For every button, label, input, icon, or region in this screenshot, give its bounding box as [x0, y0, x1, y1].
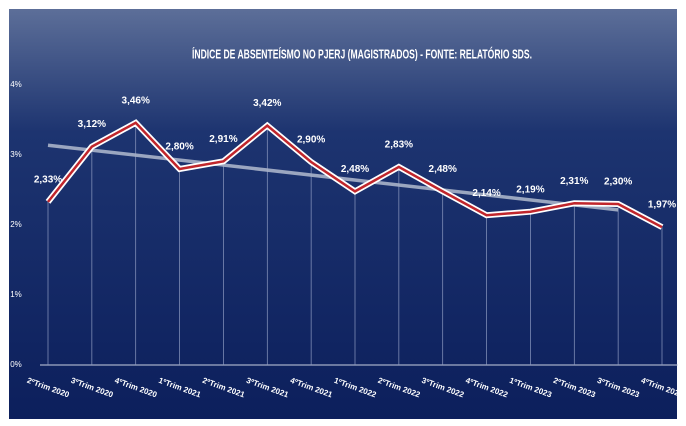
- data-label: 2,90%: [297, 135, 325, 146]
- data-label: 2,83%: [385, 140, 413, 151]
- y-tick-label: 2%: [10, 220, 22, 229]
- y-tick-label: 1%: [10, 290, 22, 299]
- data-label: 2,14%: [472, 188, 500, 199]
- data-label: 2,30%: [604, 177, 632, 188]
- data-label: 2,31%: [560, 176, 588, 187]
- chart-background: [7, 7, 679, 421]
- data-label: 1,97%: [648, 200, 676, 211]
- data-label: 3,42%: [253, 98, 281, 109]
- data-label: 3,12%: [78, 119, 106, 130]
- y-tick-label: 0%: [10, 360, 22, 369]
- data-label: 2,48%: [341, 164, 369, 175]
- data-label: 2,91%: [209, 134, 237, 145]
- data-label: 2,33%: [34, 175, 62, 186]
- y-tick-label: 4%: [10, 80, 22, 89]
- series-line: [47, 121, 663, 229]
- data-label: 2,19%: [516, 184, 544, 195]
- data-label: 2,80%: [165, 142, 193, 153]
- chart-title: ÍNDICE DE ABSENTEÍSMO NO PJERJ (MAGISTRA…: [192, 46, 532, 61]
- data-label: 2,48%: [429, 164, 457, 175]
- y-tick-label: 3%: [10, 150, 22, 159]
- data-label: 3,46%: [122, 95, 150, 106]
